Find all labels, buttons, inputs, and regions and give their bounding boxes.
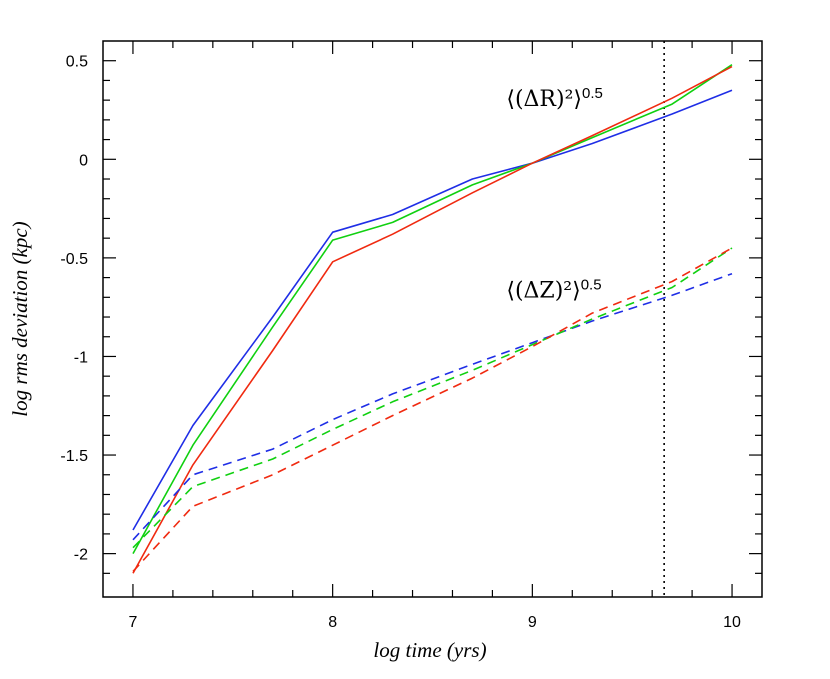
y-tick-label: 0.5 bbox=[66, 54, 88, 71]
plot-frame bbox=[102, 40, 763, 598]
annotation-exponent: 0.5 bbox=[582, 85, 603, 102]
x-axis-title: log time (yrs) bbox=[373, 638, 486, 662]
series-line-r-solid bbox=[132, 65, 733, 574]
y-axis-title: log rms deviation (kpc) bbox=[8, 221, 32, 416]
y-tick-label: -1.5 bbox=[60, 448, 88, 465]
annotation-exponent: 0.5 bbox=[581, 276, 602, 293]
x-tick-label: 8 bbox=[328, 614, 337, 631]
y-tick-label: -2 bbox=[74, 547, 88, 564]
series-line-r-solid bbox=[132, 64, 733, 554]
annotation-z: ⟨(ΔZ)²⟩0.5 bbox=[506, 276, 601, 303]
series-line-z-dashed bbox=[132, 247, 733, 549]
x-tick-label: 9 bbox=[528, 614, 537, 631]
series-line-z-dashed bbox=[132, 272, 733, 541]
series-line-z-dashed bbox=[132, 247, 733, 572]
x-tick-label: 7 bbox=[129, 614, 138, 631]
axis-ticks bbox=[103, 41, 762, 597]
y-tick-label: 0 bbox=[79, 152, 88, 169]
series-line-r-solid bbox=[132, 89, 733, 531]
tick-labels: 7 8 9 10 0.5 0 -0.5 -1 -1.5 -2 bbox=[60, 54, 741, 631]
y-tick-label: -0.5 bbox=[60, 251, 88, 268]
series-lines bbox=[132, 64, 733, 574]
annotation-r: ⟨(ΔR)²⟩0.5 bbox=[506, 85, 602, 112]
x-tick-label: 10 bbox=[723, 614, 741, 631]
annotations: ⟨(ΔR)²⟩0.5 ⟨(ΔZ)²⟩0.5 bbox=[506, 85, 602, 303]
y-tick-label: -1 bbox=[74, 349, 88, 366]
